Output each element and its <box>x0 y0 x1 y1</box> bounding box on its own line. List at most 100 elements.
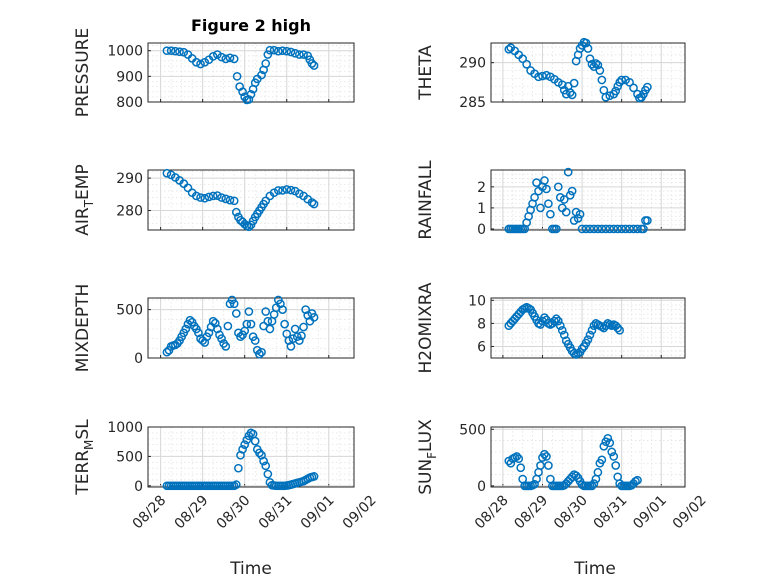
x-tick-label: 09/01 <box>630 493 670 533</box>
data-point <box>162 46 172 56</box>
data-point <box>175 47 184 57</box>
data-point <box>307 198 317 207</box>
data-point <box>607 447 617 457</box>
data-point <box>583 44 593 53</box>
data-point <box>551 314 561 324</box>
data-point <box>565 88 575 97</box>
data-point <box>242 435 252 445</box>
figure-title: Figure 2 high <box>191 16 311 35</box>
data-point <box>561 89 571 99</box>
data-point <box>609 452 619 461</box>
data-point <box>278 186 287 195</box>
panel-rainfall: 0 1 2 RAINFALL <box>416 160 686 240</box>
data-point <box>185 315 195 325</box>
data-point <box>593 467 603 477</box>
data-point <box>563 167 573 177</box>
data-point <box>244 222 254 232</box>
y-tick-label: 900 <box>116 69 143 85</box>
data-point <box>542 452 551 461</box>
data-point <box>601 321 611 331</box>
data-point <box>238 87 247 97</box>
data-point <box>540 313 549 322</box>
data-point <box>613 323 623 333</box>
y-tick-label: 1000 <box>107 44 143 60</box>
data-point <box>294 336 304 345</box>
data-point <box>542 184 551 194</box>
data-point <box>263 316 273 326</box>
data-point <box>530 193 539 202</box>
data-point <box>278 46 287 56</box>
data-point <box>512 452 522 461</box>
data-point <box>601 92 611 102</box>
data-point <box>536 203 545 213</box>
y-tick-label: 290 <box>459 56 486 72</box>
y-axis-label: THETA <box>416 45 436 101</box>
y-tick-label: 500 <box>116 449 143 465</box>
data-point <box>585 54 595 64</box>
data-point <box>597 75 607 85</box>
data-point <box>577 344 587 354</box>
data-point <box>204 192 214 202</box>
data-point <box>223 321 233 331</box>
data-point <box>246 319 256 329</box>
panel-air_temp: 280 290 AIRTEMP <box>73 164 355 236</box>
y-tick-label: 800 <box>116 95 143 111</box>
data-point <box>589 479 599 488</box>
plot-frame <box>490 169 686 231</box>
data-point <box>573 214 583 223</box>
y-tick-label: 10 <box>468 293 486 309</box>
data-point <box>555 321 565 331</box>
data-point <box>181 324 191 334</box>
data-point <box>261 59 271 68</box>
data-point <box>516 463 526 473</box>
data-point <box>553 316 563 326</box>
y-tick-label: 2 <box>477 180 486 196</box>
data-point <box>290 324 300 334</box>
data-point <box>297 331 306 341</box>
x-tick-label: 08/30 <box>551 493 591 533</box>
data-point <box>309 199 319 209</box>
data-point <box>595 66 605 75</box>
y-axis-label: PRESSURE <box>73 28 93 117</box>
data-point <box>261 307 271 316</box>
data-point <box>559 330 569 340</box>
data-point <box>518 54 528 64</box>
y-axis-label: AIRTEMP <box>73 164 96 235</box>
data-point <box>629 83 638 93</box>
x-tick-label: 08/28 <box>130 493 170 533</box>
data-point <box>643 82 652 92</box>
data-point <box>544 199 553 209</box>
panel-pressure: 800 900 1000 PRESSURE <box>73 28 355 117</box>
data-point <box>231 309 241 318</box>
data-point <box>170 46 180 56</box>
data-point <box>229 54 239 64</box>
data-point <box>605 91 615 101</box>
data-point <box>532 178 541 187</box>
x-tick-label: 08/29 <box>511 493 551 533</box>
data-point <box>269 45 279 55</box>
data-point <box>244 95 254 104</box>
panel-sun_flux: 08/28 08/29 08/30 08/31 09/01 09/02 0 500 SUNFLU… <box>416 419 710 533</box>
data-point <box>567 186 577 196</box>
data-point <box>263 50 273 59</box>
data-point <box>162 347 172 357</box>
data-point <box>593 60 603 70</box>
x-tick-label: 08/28 <box>472 493 512 533</box>
data-point <box>587 325 597 335</box>
y-tick-label: 1 <box>477 201 486 217</box>
data-point <box>565 190 575 200</box>
data-point <box>208 316 218 326</box>
data-point <box>540 449 549 459</box>
data-point <box>238 445 247 454</box>
x-tick-label: 08/29 <box>172 493 212 533</box>
data-point <box>231 207 241 217</box>
x-axis-label-right: Time <box>573 559 616 579</box>
y-tick-label: 0 <box>134 351 143 367</box>
plot-frame <box>490 297 686 359</box>
data-point <box>242 319 252 329</box>
data-point <box>208 51 218 61</box>
data-point <box>553 182 563 192</box>
y-tick-label: 500 <box>116 303 143 319</box>
data-point <box>534 72 543 82</box>
